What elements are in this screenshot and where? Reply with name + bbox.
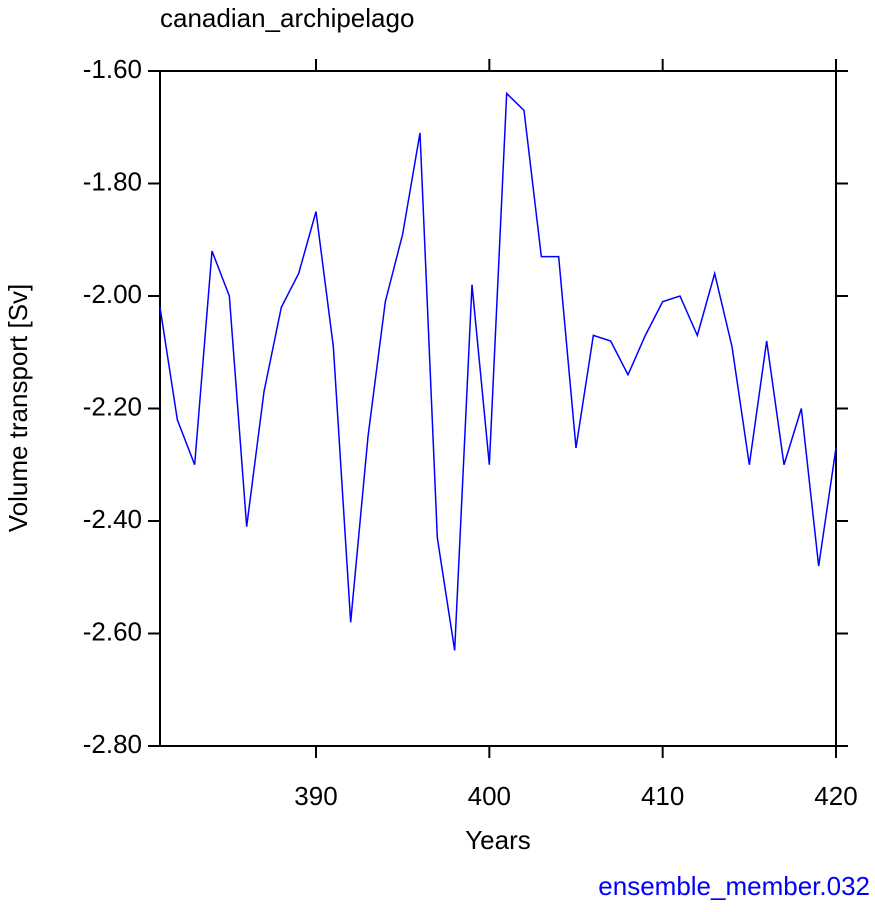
x-tick-label: 390 bbox=[294, 781, 337, 811]
data-line bbox=[159, 91, 837, 651]
y-axis-label: Volume transport [Sv] bbox=[3, 284, 33, 533]
y-tick-label: -2.60 bbox=[83, 616, 142, 646]
y-tick-label: -2.20 bbox=[83, 391, 142, 421]
x-tick-label: 420 bbox=[814, 781, 857, 811]
y-tick-label: -2.80 bbox=[83, 729, 142, 759]
x-tick-label: 410 bbox=[641, 781, 684, 811]
x-axis-label: Years bbox=[465, 825, 531, 855]
subtitle: ensemble_member.032 bbox=[598, 871, 870, 901]
y-tick-label: -2.00 bbox=[83, 279, 142, 309]
x-tick-label: 400 bbox=[468, 781, 511, 811]
chart-title: canadian_archipelago bbox=[160, 3, 414, 33]
y-tick-label: -2.40 bbox=[83, 504, 142, 534]
y-tick-label: -1.60 bbox=[83, 54, 142, 84]
y-tick-label: -1.80 bbox=[83, 166, 142, 196]
